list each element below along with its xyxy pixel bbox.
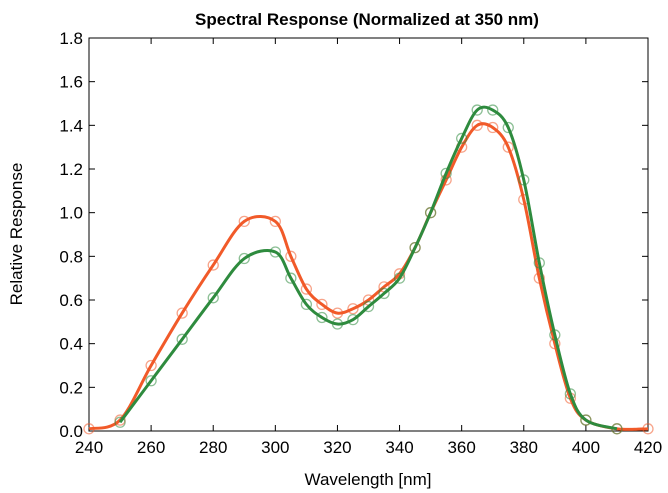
y-tick-label: 0.6: [59, 291, 83, 310]
data-point: [611, 423, 623, 435]
x-tick-label: 240: [75, 438, 103, 457]
data-point: [502, 121, 514, 134]
data-point: [440, 167, 452, 180]
y-tick-label: 1.8: [59, 29, 83, 48]
x-tick-label: 320: [323, 438, 351, 457]
data-point: [285, 250, 297, 262]
data-point: [533, 257, 545, 269]
data-point: [549, 329, 561, 341]
data-point: [316, 298, 328, 311]
data-point: [580, 414, 592, 426]
data-point: [207, 259, 219, 271]
x-tick-label: 420: [634, 438, 662, 457]
x-tick-label: 300: [261, 438, 289, 457]
data-point: [533, 272, 545, 284]
data-point: [176, 307, 188, 319]
data-point: [83, 423, 95, 435]
data-point: [331, 307, 344, 319]
data-point: [487, 121, 499, 134]
series-2: [114, 104, 623, 435]
y-tick-label: 0.0: [59, 422, 83, 441]
y-tick-label: 1.0: [59, 204, 83, 223]
data-point: [316, 311, 328, 324]
data-point: [238, 215, 250, 228]
data-point: [207, 292, 219, 304]
x-axis: 240 260 280 300 320 340 360 380 400 420: [75, 38, 662, 457]
series-line: [88, 122, 649, 431]
y-tick-label: 0.8: [59, 247, 83, 266]
data-point: [362, 300, 375, 313]
data-point: [331, 318, 344, 330]
y-axis: 0.0 0.2 0.4 0.6 0.8 1.0 1.2 1.4 1.6 1.8: [59, 29, 648, 441]
x-tick-label: 360: [447, 438, 475, 457]
data-point: [285, 272, 297, 284]
data-point: [487, 104, 499, 116]
data-point: [269, 215, 281, 228]
y-tick-label: 0.4: [59, 335, 83, 354]
y-tick-label: 1.2: [59, 160, 83, 179]
data-point: [393, 272, 406, 284]
y-tick-label: 0.2: [59, 378, 83, 397]
data-point: [642, 423, 654, 435]
data-point: [300, 283, 313, 295]
data-point: [300, 298, 313, 311]
data-point: [456, 132, 468, 145]
data-point: [424, 207, 437, 219]
x-tick-label: 340: [385, 438, 413, 457]
data-point: [347, 303, 359, 315]
plot-area-frame: [88, 37, 649, 432]
series-line: [118, 105, 618, 431]
data-point: [145, 375, 157, 387]
x-tick-label: 260: [137, 438, 165, 457]
x-axis-label: Wavelength [nm]: [305, 470, 432, 489]
x-tick-label: 280: [199, 438, 227, 457]
series-layer: [83, 104, 654, 435]
x-tick-label: 380: [510, 438, 538, 457]
data-point: [378, 287, 390, 300]
data-point: [409, 241, 421, 254]
x-tick-label: 400: [572, 438, 600, 457]
y-axis-label: Relative Response: [7, 163, 26, 306]
data-point: [471, 104, 483, 116]
data-point: [347, 313, 359, 326]
y-tick-label: 1.6: [59, 73, 83, 92]
data-point: [471, 119, 483, 131]
data-point: [564, 388, 577, 400]
data-point: [269, 246, 281, 258]
data-point: [238, 252, 250, 265]
data-point: [502, 141, 514, 153]
data-point: [518, 174, 530, 186]
chart-title: Spectral Response (Normalized at 350 nm): [195, 10, 539, 29]
data-point: [176, 333, 188, 345]
y-tick-label: 1.4: [59, 116, 83, 135]
data-point: [145, 359, 157, 372]
data-point: [114, 416, 126, 428]
